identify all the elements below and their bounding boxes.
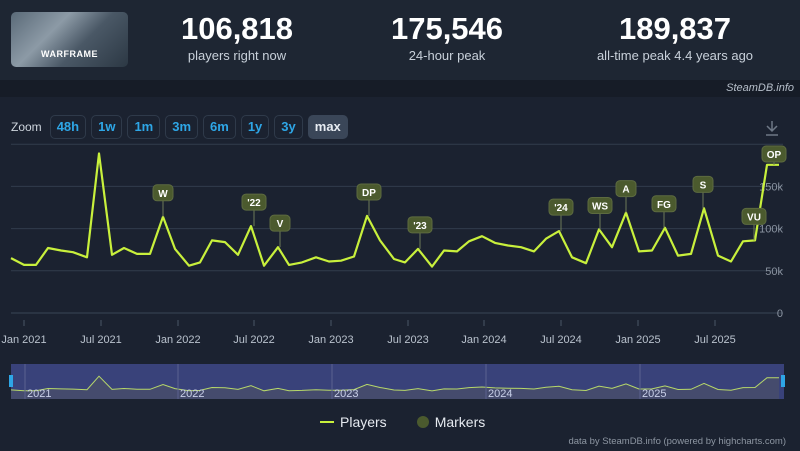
svg-text:2025: 2025 (642, 388, 666, 400)
x-tick-label: Jan 2022 (155, 334, 200, 346)
x-tick-label: Jul 2023 (387, 334, 429, 346)
y-tick-label: 50k (765, 266, 783, 278)
svg-text:FG: FG (657, 200, 671, 211)
game-logo: WARFRAME (41, 49, 98, 59)
svg-text:WS: WS (592, 201, 608, 212)
svg-text:'23: '23 (413, 221, 427, 232)
marker-flag (761, 145, 787, 163)
x-tick-label: Jan 2024 (461, 334, 506, 346)
zoom-label: Zoom (11, 120, 42, 134)
svg-text:2024: 2024 (488, 388, 512, 400)
players-legend-swatch (320, 421, 334, 423)
x-tick-label: Jul 2024 (540, 334, 582, 346)
y-tick-label: 100k (759, 224, 783, 236)
stats-header: WARFRAME 106,818 players right now 175,5… (0, 0, 800, 80)
svg-text:2023: 2023 (334, 388, 358, 400)
marker-flag (548, 198, 574, 216)
download-icon[interactable] (765, 120, 779, 136)
marker-flag (407, 216, 433, 234)
x-tick-label: Jul 2025 (694, 334, 736, 346)
x-tick-label: Jan 2023 (308, 334, 353, 346)
zoom-6m-button[interactable]: 6m (203, 115, 236, 139)
zoom-48h-button[interactable]: 48h (49, 115, 87, 139)
svg-text:V: V (277, 219, 284, 230)
svg-text:OP: OP (767, 150, 782, 161)
navigator-handle-right[interactable] (781, 375, 785, 387)
y-tick-label: 0 (777, 308, 783, 320)
marker-flag (741, 207, 767, 225)
x-tick-label: Jul 2021 (80, 334, 122, 346)
svg-text:W: W (158, 189, 168, 200)
navigator-handle-left[interactable] (9, 375, 13, 387)
svg-text:2022: 2022 (180, 388, 204, 400)
svg-text:A: A (622, 185, 629, 196)
steamdb-brand[interactable]: SteamDB.info (726, 82, 794, 94)
svg-text:S: S (700, 180, 707, 191)
marker-flag (269, 214, 291, 232)
marker-flag (615, 180, 637, 198)
stat-24h-peak: 175,546 24-hour peak (390, 11, 504, 64)
stat-all-time-peak: 189,837 all-time peak 4.4 years ago (596, 11, 754, 64)
svg-text:DP: DP (362, 188, 376, 199)
marker-flag (241, 193, 267, 211)
y-tick-label: 150k (759, 181, 783, 193)
zoom-selector: Zoom 48h 1w 1m 3m 6m 1y 3y max (11, 115, 348, 139)
svg-text:2021: 2021 (27, 388, 51, 400)
x-tick-label: Jul 2022 (233, 334, 275, 346)
svg-text:'22: '22 (247, 198, 261, 209)
marker-flag (651, 195, 677, 213)
zoom-max-button[interactable]: max (307, 115, 348, 139)
chart-legend: Players Markers (320, 414, 485, 430)
zoom-3y-button[interactable]: 3y (274, 115, 303, 139)
stat-current-players: 106,818 players right now (180, 11, 294, 64)
legend-players[interactable]: Players (340, 414, 387, 430)
svg-text:'24: '24 (554, 203, 568, 214)
markers-legend-swatch (416, 416, 429, 428)
zoom-1w-button[interactable]: 1w (91, 115, 123, 139)
x-tick-label: Jan 2021 (1, 334, 46, 346)
marker-flag (152, 184, 174, 202)
marker-flag (692, 175, 714, 193)
game-capsule-image[interactable]: WARFRAME (11, 12, 128, 67)
zoom-1m-button[interactable]: 1m (127, 115, 161, 139)
chart-credit[interactable]: data by SteamDB.info (powered by highcha… (568, 436, 786, 447)
svg-text:VU: VU (747, 212, 761, 223)
zoom-1y-button[interactable]: 1y (240, 115, 270, 139)
zoom-3m-button[interactable]: 3m (165, 115, 199, 139)
legend-markers[interactable]: Markers (434, 414, 486, 430)
x-tick-label: Jan 2025 (615, 334, 660, 346)
marker-flag (587, 196, 613, 214)
marker-flag (356, 183, 382, 201)
